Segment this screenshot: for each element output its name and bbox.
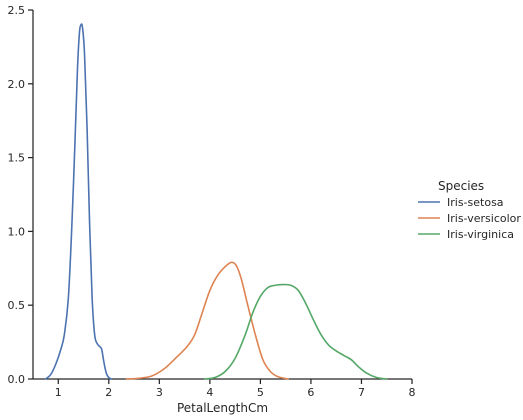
legend-title: Species (438, 179, 484, 193)
legend-label: Iris-versicolor (447, 212, 521, 225)
legend-item: Iris-setosa (418, 196, 504, 209)
x-tick-label: 6 (307, 386, 314, 399)
series-line-iris-setosa (44, 23, 113, 380)
y-tick-label: 0.0 (8, 373, 26, 386)
x-axis-label: PetalLengthCm (177, 401, 268, 415)
y-tick-label: 2.5 (8, 4, 26, 17)
series-line-iris-versicolor (125, 261, 289, 380)
x-tick-label: 3 (156, 386, 163, 399)
series-line-iris-virginica (204, 283, 388, 380)
x-tick-label: 5 (257, 386, 264, 399)
legend: Species Iris-setosa Iris-versicolor Iris-v… (418, 179, 521, 241)
y-ticks: 0.0 0.5 1.0 1.5 2.0 2.5 (8, 4, 33, 386)
x-tick-label: 4 (206, 386, 213, 399)
legend-item: Iris-versicolor (418, 212, 521, 225)
y-tick-label: 2.0 (8, 78, 26, 91)
legend-label: Iris-virginica (447, 228, 514, 241)
x-tick-label: 8 (409, 386, 416, 399)
x-tick-label: 1 (55, 386, 62, 399)
x-tick-label: 2 (105, 386, 112, 399)
x-ticks: 1 2 3 4 5 6 7 8 (55, 379, 416, 399)
y-tick-label: 1.0 (8, 225, 26, 238)
axes (32, 10, 412, 380)
legend-items: Iris-setosa Iris-versicolor Iris-virginica (418, 196, 521, 241)
y-tick-label: 1.5 (8, 152, 26, 165)
y-tick-label: 0.5 (8, 299, 26, 312)
x-tick-label: 7 (358, 386, 365, 399)
series-lines (44, 23, 388, 380)
legend-label: Iris-setosa (447, 196, 504, 209)
legend-item: Iris-virginica (418, 228, 514, 241)
